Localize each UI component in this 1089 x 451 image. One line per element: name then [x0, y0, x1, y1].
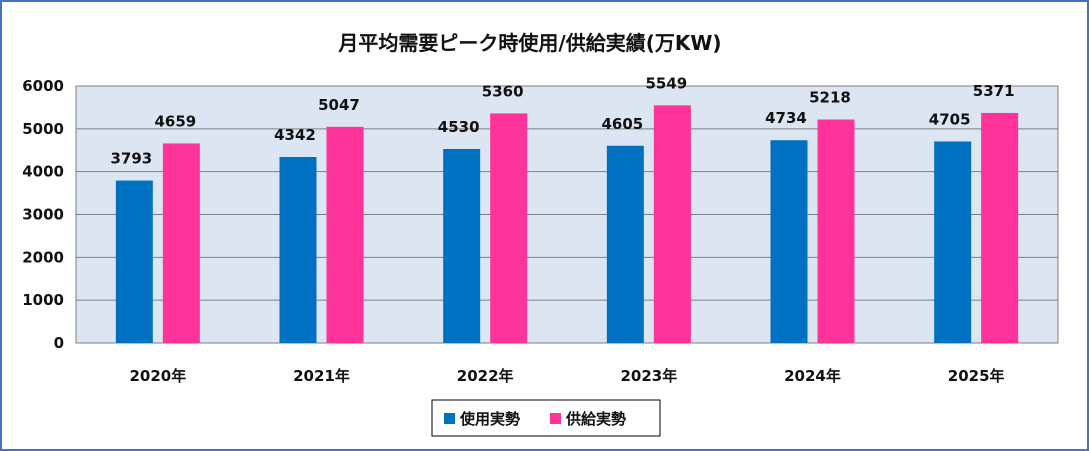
- x-category-label: 2023年: [620, 367, 677, 385]
- y-tick-label: 4000: [22, 163, 64, 181]
- bar-usage: [606, 145, 644, 343]
- bar-supply: [490, 113, 528, 343]
- data-label: 4659: [154, 112, 196, 130]
- y-tick-label: 1000: [22, 291, 64, 309]
- data-label: 4342: [274, 126, 316, 144]
- data-label: 4734: [765, 109, 807, 127]
- data-label: 4705: [929, 110, 971, 128]
- bar-supply: [981, 112, 1019, 343]
- bar-usage: [770, 140, 808, 343]
- data-label: 5218: [809, 88, 851, 106]
- data-label: 4605: [601, 115, 643, 133]
- chart-title: 月平均需要ピーク時使用/供給実績(万KW): [337, 31, 721, 55]
- plot-area: 0 1000 2000 3000 4000 5000 6000 3793 4659 2020年 43…: [22, 74, 1059, 385]
- bar-supply: [326, 126, 364, 344]
- y-tick-label: 6000: [22, 77, 64, 95]
- bar-usage: [279, 157, 317, 343]
- legend: 使用実勢 供給実勢: [431, 399, 661, 437]
- legend-box: [431, 399, 661, 437]
- x-category-label: 2020年: [129, 367, 186, 385]
- legend-label: 供給実勢: [565, 410, 626, 428]
- plot-border: [75, 85, 1059, 344]
- x-category-label: 2021年: [293, 367, 350, 385]
- data-label: 5371: [973, 82, 1015, 100]
- bar-supply: [162, 143, 200, 343]
- x-category-label: 2024年: [784, 367, 841, 385]
- x-category-label: 2025年: [948, 367, 1005, 385]
- data-label: 5549: [645, 74, 687, 92]
- bar-supply: [817, 119, 855, 343]
- y-tick-label: 0: [54, 334, 64, 352]
- data-label: 5360: [482, 82, 524, 100]
- x-category-label: 2022年: [457, 367, 514, 385]
- legend-label: 使用実勢: [459, 410, 520, 428]
- legend-swatch: [550, 413, 561, 424]
- y-tick-label: 3000: [22, 206, 64, 224]
- bar-usage: [443, 148, 481, 343]
- data-label: 5047: [318, 96, 360, 114]
- bar-usage: [115, 180, 153, 343]
- bar-supply: [653, 105, 691, 343]
- data-label: 4530: [438, 118, 480, 136]
- bar-usage: [934, 141, 972, 343]
- y-tick-label: 2000: [22, 248, 64, 266]
- y-tick-label: 5000: [22, 120, 64, 138]
- data-label: 3793: [110, 150, 152, 168]
- legend-swatch: [444, 413, 455, 424]
